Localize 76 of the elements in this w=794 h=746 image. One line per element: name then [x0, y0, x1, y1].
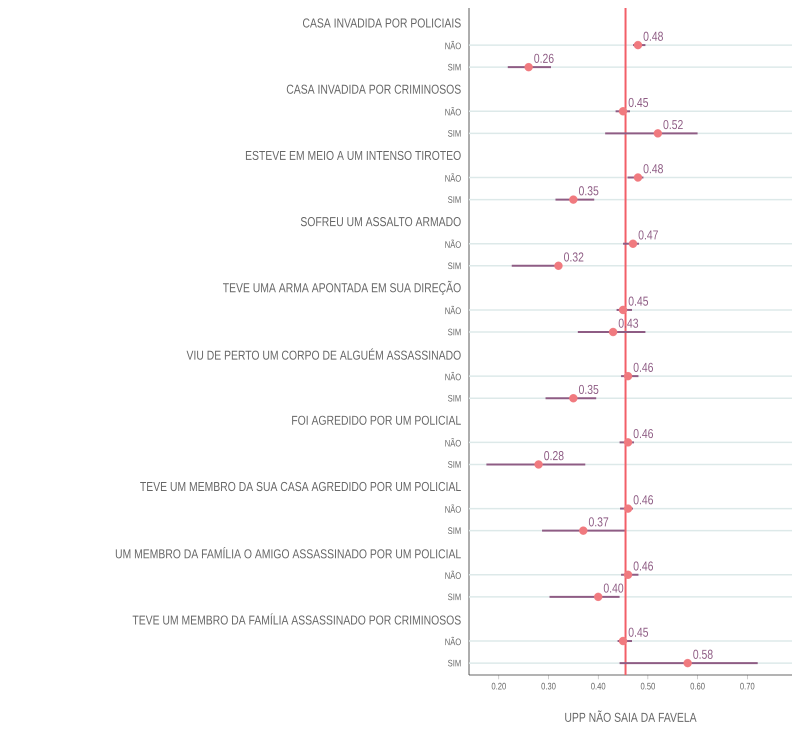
data-label: 0.26 — [534, 54, 554, 63]
y-tick-label: SIM — [448, 328, 461, 336]
y-tick-label: NÃO — [445, 504, 461, 513]
y-tick-label: FOI AGREDIDO POR UM POLICIAL — [292, 416, 461, 425]
data-label: 0.52 — [663, 120, 683, 130]
y-tick-label: NÃO — [445, 173, 461, 182]
y-tick-label: SIM — [448, 394, 461, 402]
point — [624, 570, 632, 579]
y-tick-label: VIU DE PERTO UM CORPO DE ALGUÉM ASSASSINADO — [186, 348, 461, 360]
point — [654, 129, 662, 138]
data-label: 0.46 — [634, 428, 654, 438]
data-label: 0.46 — [634, 362, 654, 372]
y-tick-label: TEVE UM MEMBRO DA SUA CASA AGREDIDO POR UM POLICIAL — [140, 482, 461, 492]
x-axis-title: UPP NÃO SAIA DA FAVELA — [565, 710, 697, 722]
y-tick-label: TEVE UMA ARMA APONTADA EM SUA DIREÇÃO — [222, 280, 461, 295]
y-tick-label: NÃO — [445, 372, 461, 380]
point — [634, 40, 642, 50]
x-tick-label: 0.40 — [591, 682, 606, 690]
data-label: 0.45 — [628, 628, 648, 637]
data-label: 0.46 — [634, 495, 654, 504]
x-tick-label: 0.20 — [492, 682, 506, 690]
point — [628, 240, 638, 248]
y-tick-label: NÃO — [445, 107, 461, 116]
data-label: 0.35 — [578, 384, 598, 394]
point — [524, 62, 533, 72]
point — [569, 195, 578, 204]
data-label: 0.46 — [634, 561, 654, 571]
y-tick-label: NÃO — [445, 636, 461, 646]
data-label: 0.45 — [628, 98, 648, 108]
data-label: 0.40 — [604, 583, 624, 593]
y-tick-label: NÃO — [445, 306, 461, 314]
point — [624, 504, 632, 513]
y-tick-label: SOFREU UM ASSALTO ARMADO — [300, 217, 461, 226]
point — [594, 592, 602, 602]
data-label: 0.48 — [644, 164, 663, 174]
point — [579, 526, 588, 535]
y-tick-label: UM MEMBRO DA FAMÍLIA O AMIGO ASSASSINADO POR UM POLICIAL — [116, 547, 461, 558]
data-label: 0.35 — [578, 186, 598, 196]
point — [624, 438, 632, 447]
data-label: 0.28 — [544, 451, 564, 460]
x-tick-label: 0.60 — [690, 682, 705, 690]
y-tick-label: NÃO — [445, 40, 461, 50]
y-tick-label: NÃO — [445, 240, 461, 248]
point — [618, 107, 628, 116]
point — [634, 173, 642, 182]
y-tick-label: SIM — [448, 461, 461, 468]
y-tick-label: SIM — [448, 527, 461, 534]
data-label: 0.37 — [588, 517, 608, 526]
y-tick-label: SIM — [448, 594, 461, 600]
point — [618, 636, 628, 646]
y-tick-label: SIM — [448, 196, 461, 203]
y-tick-label: CASA INVADIDA POR CRIMINOSOS — [286, 84, 461, 94]
point — [569, 394, 578, 402]
point — [618, 306, 628, 314]
data-label: 0.47 — [638, 230, 658, 240]
y-tick-label: ESTEVE EM MEIO A UM INTENSO TIROTEO — [246, 150, 461, 160]
y-tick-label: TEVE UM MEMBRO DA FAMÍLIA ASSASSINADO POR CRIMINOSOS — [132, 613, 461, 625]
y-tick-label: NÃO — [445, 438, 461, 447]
point — [608, 328, 618, 336]
point — [624, 372, 632, 380]
point — [683, 658, 692, 668]
y-tick-label: SIM — [448, 660, 461, 666]
data-label: 0.45 — [628, 296, 648, 306]
point — [534, 460, 543, 469]
x-tick-label: 0.70 — [740, 682, 754, 690]
y-tick-label: SIM — [448, 130, 461, 137]
data-label: 0.58 — [693, 650, 713, 659]
data-label: 0.32 — [564, 252, 584, 262]
x-tick-label: 0.50 — [640, 682, 655, 690]
data-label: 0.48 — [644, 32, 663, 41]
y-tick-label: SIM — [448, 64, 461, 71]
y-tick-label: NÃO — [445, 570, 461, 580]
y-tick-label: SIM — [448, 262, 461, 270]
y-tick-label: CASA INVADIDA POR POLICIAIS — [302, 18, 461, 28]
point — [554, 262, 563, 270]
x-tick-label: 0.30 — [541, 682, 556, 690]
